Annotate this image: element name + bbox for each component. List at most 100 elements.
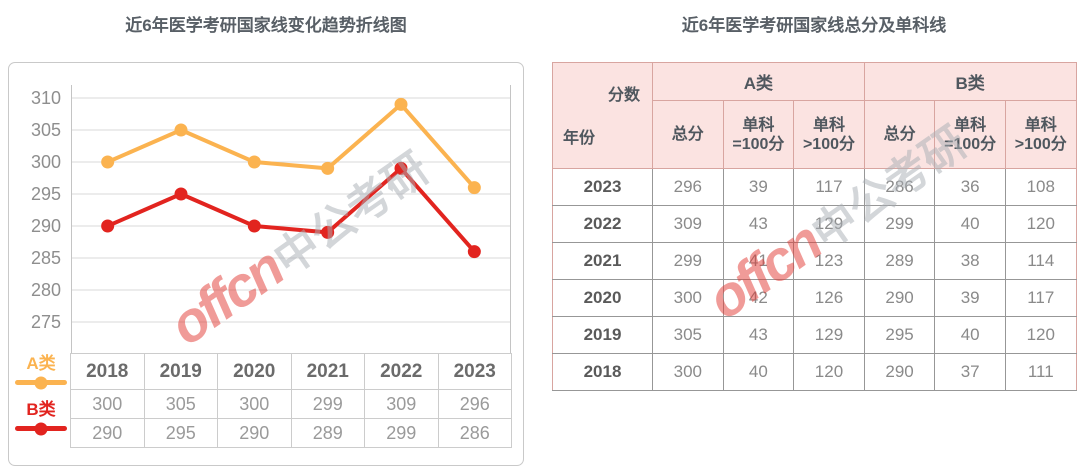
table-row: 2021 299 41 123 289 38 114 [552, 242, 1077, 280]
legend-label-a: A类 [26, 354, 56, 373]
cell: 299 [652, 242, 724, 280]
b-value-cell: 290 [70, 418, 145, 448]
corner-score-label: 分数 [607, 87, 640, 104]
cell: 286 [863, 168, 936, 206]
score-table-panel: 分数 年份 A类 B类 总分 单科 =100分 单科 >100分 [552, 62, 1077, 391]
cell: 120 [793, 353, 865, 391]
cell: 114 [1004, 242, 1077, 280]
sub-header: 单科 =100分 [934, 100, 1006, 169]
legend-label-b: B类 [26, 400, 56, 419]
row-year: 2018 [552, 353, 653, 391]
table-row: 2023 296 39 117 286 36 108 [552, 168, 1077, 206]
sub-header: 单科 >100分 [1004, 100, 1077, 169]
legend-marker-b-icon [14, 421, 68, 436]
sub-header: 总分 [863, 100, 936, 169]
a-value-cell: 299 [290, 389, 365, 419]
table-row: 2018 300 40 120 290 37 111 [552, 353, 1077, 391]
year-cell: 2022 [364, 353, 439, 390]
score-table-title: 近6年医学考研国家线总分及单科线 [681, 16, 947, 35]
group-header-b: B类 [863, 62, 1077, 101]
row-year: 2022 [552, 205, 653, 243]
table-row: 2019 305 43 129 295 40 120 [552, 316, 1077, 354]
chart-legend: A类 B类 [14, 355, 68, 447]
cell: 117 [793, 168, 865, 206]
b-value-cell: 289 [290, 418, 365, 448]
cell: 290 [863, 279, 936, 317]
row-year: 2023 [552, 168, 653, 206]
a-value-cell: 300 [217, 389, 292, 419]
b-value-cell: 290 [217, 418, 292, 448]
cell: 40 [934, 316, 1006, 354]
corner-header-cell: 分数 年份 [552, 62, 653, 169]
cell: 38 [934, 242, 1006, 280]
svg-text:280: 280 [31, 280, 61, 300]
cell: 117 [1004, 279, 1077, 317]
cell: 39 [722, 168, 795, 206]
trend-chart-panel: 310 305 300 295 290 285 280 275 A类 B类 2018 2019… [8, 62, 524, 466]
a-value-cell: 305 [143, 389, 218, 419]
chart-title: 近6年医学考研国家线变化趋势折线图 [125, 16, 407, 35]
legend-marker-a-icon [14, 375, 68, 390]
table-row: 2020 300 42 126 290 39 117 [552, 279, 1077, 317]
cell: 43 [722, 205, 795, 243]
cell: 43 [722, 316, 795, 354]
svg-text:290: 290 [31, 216, 61, 236]
year-cell: 2021 [290, 353, 365, 390]
sub-header: 总分 [652, 100, 724, 169]
corner-year-label: 年份 [563, 130, 596, 147]
chart-summary-table: 2018 2019 2020 2021 2022 2023 300 305 30… [70, 353, 512, 448]
svg-text:305: 305 [31, 120, 61, 140]
cell: 41 [722, 242, 795, 280]
year-cell: 2018 [70, 353, 145, 390]
a-value-cell: 300 [70, 389, 145, 419]
cell: 40 [722, 353, 795, 391]
cell: 108 [1004, 168, 1077, 206]
cell: 42 [722, 279, 795, 317]
svg-text:285: 285 [31, 248, 61, 268]
year-cell: 2020 [217, 353, 292, 390]
cell: 111 [1004, 353, 1077, 391]
cell: 296 [652, 168, 724, 206]
svg-text:295: 295 [31, 184, 61, 204]
sub-header: 单科 =100分 [722, 100, 795, 169]
cell: 299 [863, 205, 936, 243]
chart-table-year-row: 2018 2019 2020 2021 2022 2023 [70, 353, 512, 390]
row-year: 2019 [552, 316, 653, 354]
year-cell: 2023 [437, 353, 512, 390]
cell: 300 [652, 279, 724, 317]
cell: 129 [793, 316, 865, 354]
svg-text:300: 300 [31, 152, 61, 172]
row-year: 2021 [552, 242, 653, 280]
cell: 120 [1004, 205, 1077, 243]
cell: 36 [934, 168, 1006, 206]
group-header-row: 分数 年份 A类 B类 [552, 62, 1077, 169]
cell: 295 [863, 316, 936, 354]
cell: 290 [863, 353, 936, 391]
year-cell: 2019 [143, 353, 218, 390]
cell: 309 [652, 205, 724, 243]
table-row: 2022 309 43 129 299 40 120 [552, 205, 1077, 243]
cell: 40 [934, 205, 1006, 243]
cell: 300 [652, 353, 724, 391]
cell: 305 [652, 316, 724, 354]
b-value-cell: 295 [143, 418, 218, 448]
cell: 37 [934, 353, 1006, 391]
group-header-a: A类 [652, 62, 865, 101]
trend-line-chart: 310 305 300 295 290 285 280 275 [31, 85, 511, 353]
chart-table-a-row: 300 305 300 299 309 296 [70, 389, 512, 419]
svg-text:275: 275 [31, 312, 61, 332]
cell: 289 [863, 242, 936, 280]
b-value-cell: 299 [364, 418, 439, 448]
a-value-cell: 296 [437, 389, 512, 419]
chart-table-b-row: 290 295 290 289 299 286 [70, 418, 512, 448]
cell: 123 [793, 242, 865, 280]
b-value-cell: 286 [437, 418, 512, 448]
row-year: 2020 [552, 279, 653, 317]
cell: 39 [934, 279, 1006, 317]
svg-text:310: 310 [31, 88, 61, 108]
sub-header: 单科 >100分 [793, 100, 865, 169]
a-value-cell: 309 [364, 389, 439, 419]
score-table: 分数 年份 A类 B类 总分 单科 =100分 单科 >100分 [552, 62, 1077, 391]
cell: 126 [793, 279, 865, 317]
